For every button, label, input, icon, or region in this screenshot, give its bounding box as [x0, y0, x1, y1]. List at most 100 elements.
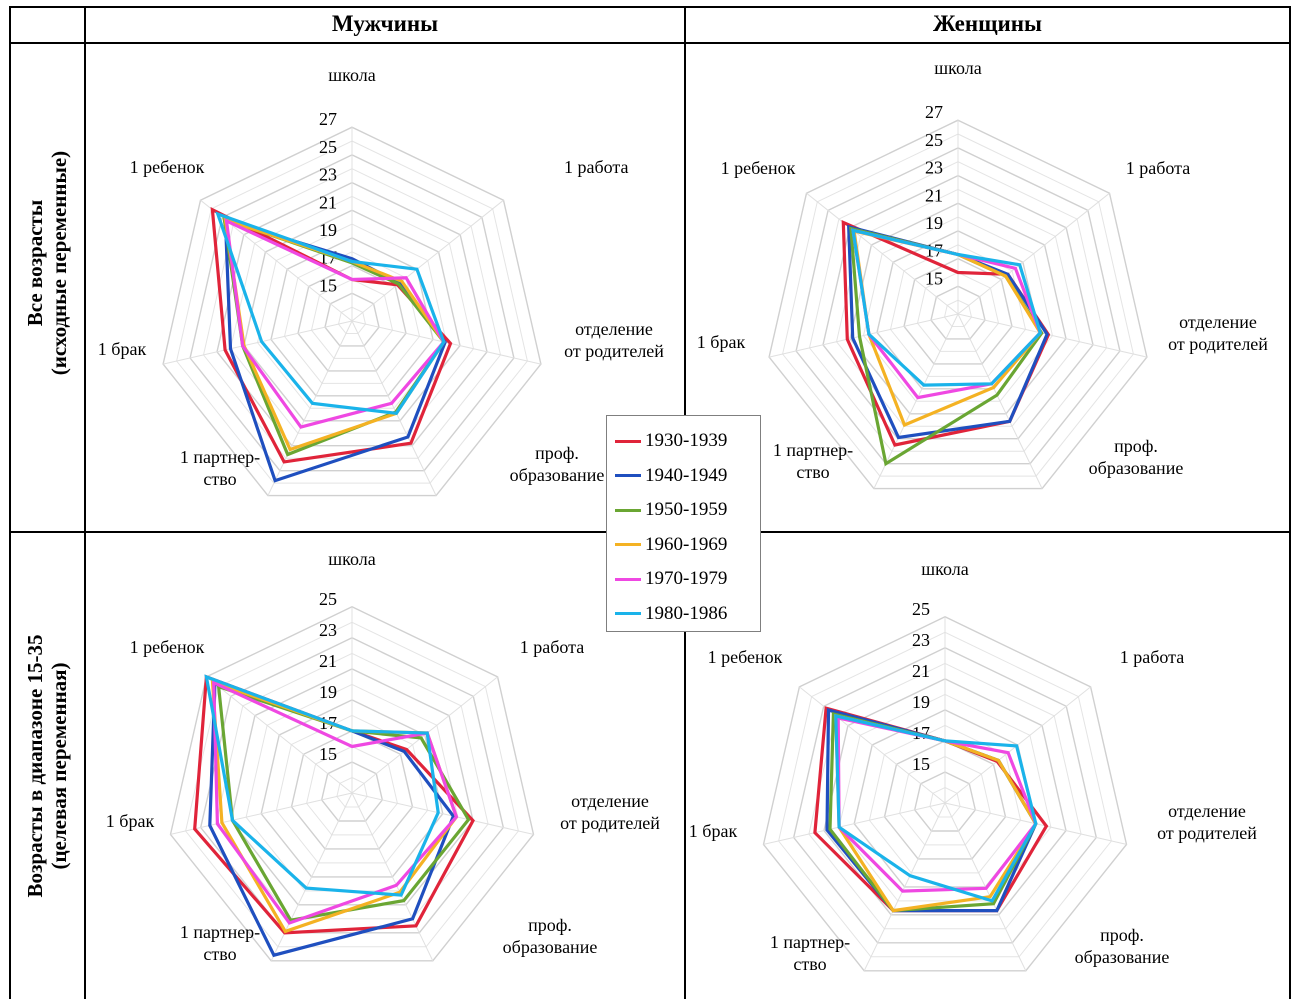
grid-ring — [162, 126, 542, 497]
series-line-1960-1969 — [852, 229, 1043, 428]
grid-spoke — [863, 802, 946, 972]
category-label: 1 работа — [1126, 158, 1191, 178]
grid-ring — [838, 693, 1052, 902]
tick-label: 15 — [319, 275, 337, 295]
tick-label: 23 — [925, 158, 943, 178]
table-rowheader-divider — [84, 6, 86, 999]
grid-ring — [903, 257, 1013, 365]
grid-spoke — [206, 676, 353, 794]
grid-ring — [320, 761, 384, 822]
grid-spoke — [351, 320, 437, 496]
category-label: 1 партнер-ство — [770, 932, 850, 974]
grid-ring — [795, 147, 1121, 465]
category-label: отделение от родителей — [1157, 801, 1257, 843]
table-border-top — [9, 6, 1291, 8]
category-label: школа — [328, 549, 375, 569]
series-line-1950-1959 — [216, 684, 471, 922]
category-label: 1 брак — [689, 821, 738, 841]
grid-ring — [943, 299, 973, 327]
legend-item: 1940-1949 — [607, 459, 760, 494]
tick-label: 25 — [925, 130, 943, 150]
grid-ring — [176, 140, 528, 484]
grid-ring — [324, 292, 380, 347]
legend-swatch — [615, 439, 641, 443]
grid-spoke — [351, 199, 504, 322]
category-label: школа — [328, 65, 375, 85]
legend-swatch — [615, 508, 641, 512]
category-label: 1 ребенок — [708, 647, 783, 667]
category-label: 1 партнер-ство — [180, 922, 260, 964]
grid-spoke — [768, 313, 959, 358]
grid-ring — [782, 133, 1134, 477]
grid-spoke — [957, 313, 1043, 489]
grid-ring — [762, 616, 1128, 972]
grid-ring — [229, 195, 475, 434]
category-label: проф. образование — [1089, 436, 1184, 478]
category-label: 1 работа — [1120, 647, 1185, 667]
legend-swatch — [615, 577, 641, 581]
grid-spoke — [799, 686, 946, 804]
tick-label: 21 — [912, 661, 930, 681]
legend-label: 1970-1979 — [645, 568, 728, 590]
grid-spoke — [267, 320, 353, 496]
category-label: школа — [934, 58, 981, 78]
tick-label: 25 — [319, 137, 337, 157]
category-label: проф. образование — [510, 443, 605, 485]
category-label: 1 брак — [697, 332, 746, 352]
series-line-1970-1979 — [836, 715, 1038, 893]
grid-ring — [216, 181, 488, 447]
category-label: 1 брак — [106, 811, 155, 831]
grid-ring — [808, 161, 1108, 452]
grid-ring — [283, 251, 421, 384]
category-label: проф. образование — [1075, 925, 1170, 967]
grid-spoke — [806, 192, 959, 315]
grid-spoke — [957, 192, 1110, 315]
legend-swatch — [615, 612, 641, 616]
grid-ring — [792, 647, 1098, 944]
column-header-women: Женщины — [933, 11, 1042, 36]
grid-ring — [243, 209, 461, 422]
grid-ring — [290, 730, 414, 850]
legend-item: 1950-1959 — [607, 493, 760, 528]
legend-label: 1980-1986 — [645, 602, 728, 624]
grid-ring — [916, 271, 1000, 352]
column-header-men: Мужчины — [331, 11, 439, 36]
category-label: 1 партнер-ство — [773, 440, 853, 482]
grid-spoke — [351, 792, 534, 835]
table-header-divider — [9, 42, 1291, 44]
tick-label: 21 — [925, 185, 943, 205]
category-label: отделение от родителей — [560, 791, 660, 833]
grid-ring — [883, 740, 1007, 860]
legend: 1930-1939 1940-1949 1950-1959 1960-1969 1970… — [606, 415, 761, 632]
tick-label: 23 — [319, 620, 337, 640]
tick-label: 19 — [319, 220, 337, 240]
tick-label: 15 — [912, 754, 930, 774]
grid-ring — [336, 776, 368, 808]
grid-ring — [889, 244, 1027, 377]
category-label: 1 ребенок — [721, 158, 796, 178]
series-line-1970-1979 — [212, 680, 459, 925]
grid-ring — [768, 119, 1148, 490]
legend-item: 1960-1969 — [607, 528, 760, 563]
legend-label: 1940-1949 — [645, 464, 728, 486]
series-line-1940-1949 — [847, 224, 1049, 440]
series-line-1980-1986 — [834, 713, 1038, 903]
grid-ring — [868, 724, 1022, 874]
series-line-1970-1979 — [224, 218, 446, 429]
category-label: 1 брак — [98, 339, 147, 359]
grid-ring — [275, 714, 429, 864]
tick-label: 27 — [925, 102, 943, 122]
legend-item: 1970-1979 — [607, 562, 760, 597]
tick-label: 15 — [319, 744, 337, 764]
legend-swatch — [615, 543, 641, 547]
grid-spoke — [162, 320, 353, 365]
series-line-1980-1986 — [851, 228, 1043, 387]
legend-label: 1930-1939 — [645, 430, 728, 452]
grid-spoke — [170, 792, 353, 835]
series-line-1930-1939 — [193, 674, 475, 935]
tick-label: 19 — [925, 213, 943, 233]
legend-swatch — [615, 474, 641, 478]
